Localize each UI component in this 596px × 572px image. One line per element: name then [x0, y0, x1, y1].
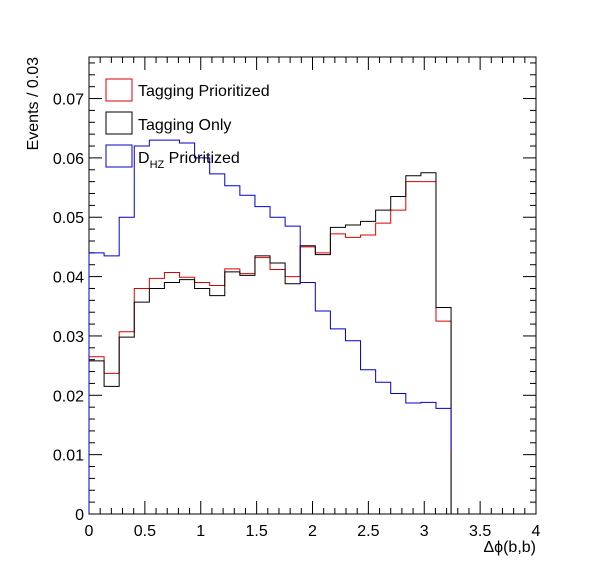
y-tick-label: 0.05 [53, 210, 84, 227]
x-tick-label: 3 [420, 523, 429, 540]
series-group [88, 139, 452, 514]
y-axis-title: Events / 0.03 [25, 57, 42, 150]
series-tagging-prioritized [88, 181, 452, 514]
x-tick-label: 2 [308, 523, 317, 540]
y-tick-label: 0.06 [53, 151, 84, 168]
x-tick-label: 1 [196, 523, 205, 540]
x-tick-label: 3.5 [469, 523, 491, 540]
y-tick-label: 0.03 [53, 329, 84, 346]
legend-label-tagging-prioritized: Tagging Prioritized [138, 83, 270, 100]
x-tick-label: 0 [85, 523, 94, 540]
legend-swatch-tagging-prioritized [105, 78, 133, 102]
y-tick-label: 0.01 [53, 448, 84, 465]
legend-label-dhz-main: D [138, 150, 150, 167]
y-tick-labels: 0 0.01 0.02 0.03 0.04 0.05 0.06 0.07 [53, 92, 84, 524]
legend-label-dhz-sub: HZ [150, 159, 165, 171]
x-tick-label: 0.5 [134, 523, 156, 540]
legend-label-tagging-only: Tagging Only [138, 117, 231, 134]
y-tick-label: 0.07 [53, 92, 84, 109]
y-tick-label: 0.04 [53, 270, 84, 287]
x-tick-label: 1.5 [246, 523, 268, 540]
x-axis-title: Δϕ(b,b) [483, 539, 536, 556]
legend-swatch-tagging-only [105, 111, 133, 135]
y-tick-label: 0 [75, 507, 84, 524]
legend-label-dhz-prioritized: DHZ Prioritized [138, 150, 240, 171]
legend-label-dhz-rest: Prioritized [164, 150, 240, 167]
series-tagging-only [88, 172, 452, 514]
y-tick-label: 0.02 [53, 388, 84, 405]
legend: Tagging Prioritized Tagging Only DHZ Pri… [105, 78, 270, 171]
x-tick-label: 2.5 [357, 523, 379, 540]
x-tick-labels: 0 0.5 1 1.5 2 2.5 3 3.5 4 [85, 523, 541, 540]
x-tick-label: 4 [532, 523, 541, 540]
series-dhz-prioritized [88, 139, 452, 514]
legend-swatch-dhz-prioritized [105, 144, 133, 168]
axis-ticks [88, 57, 537, 515]
